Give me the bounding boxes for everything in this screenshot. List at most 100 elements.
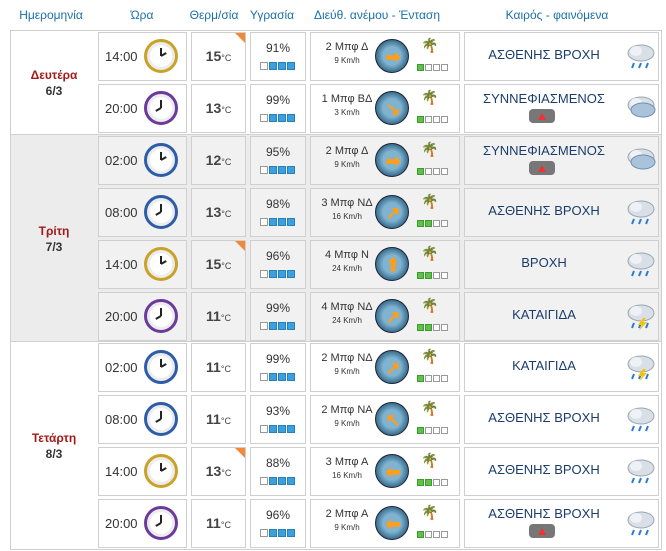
- clock-icon: [144, 39, 178, 73]
- humidity-bar: [260, 218, 295, 226]
- clock-icon: [144, 143, 178, 177]
- header-weather: Καιρός - φαινόμενα: [505, 8, 609, 22]
- wind-beaufort: 3 Μπφ Α: [325, 456, 369, 468]
- weather-condition: ΒΡΟΧΗ: [521, 255, 567, 270]
- wind-beaufort: 2 Μπφ Α: [325, 508, 369, 520]
- weather-condition: ΚΑΤΑΙΓΙΔΑ: [512, 307, 576, 322]
- wind-speed: 24 Km/h: [332, 264, 362, 273]
- wind-intensity-bar: [417, 168, 448, 175]
- humidity-bar: [260, 166, 295, 174]
- header-time: Ώρα: [130, 8, 154, 22]
- temperature-cell: 12°C: [191, 136, 246, 185]
- day-date: 8/3: [45, 447, 63, 461]
- clock-icon: [144, 350, 178, 384]
- wind-force: 3 Μπφ Α 16 Km/h: [315, 456, 379, 480]
- weather-cell: ΒΡΟΧΗ: [464, 240, 659, 289]
- wind-cell: 4 Μπφ Ν 24 Km/h ⬆ 🌴: [310, 240, 460, 289]
- humidity-bar: [260, 114, 295, 122]
- weather-cell: ΑΣΘΕΝΗΣ ΒΡΟΧΗ: [464, 32, 659, 81]
- temperature-number: 13: [205, 100, 222, 116]
- arrow-up-left-icon: ↖: [385, 409, 401, 430]
- wind-force: 2 Μπφ Α 9 Km/h: [315, 508, 379, 532]
- wind-cell: 3 Μπφ ΝΔ 16 Km/h ↗ 🌴: [310, 188, 460, 237]
- clock-icon: [144, 299, 178, 333]
- humidity-value: 99%: [265, 352, 291, 366]
- wind-intensity-bar: [417, 427, 448, 434]
- wind-speed: 9 Km/h: [334, 523, 360, 532]
- temperature-unit: °C: [221, 209, 232, 219]
- wind-cell: 2 Μπφ ΝΑ 9 Km/h ↖ 🌴: [310, 395, 460, 444]
- wind-speed: 9 Km/h: [334, 160, 360, 169]
- humidity-cell: 96%: [250, 240, 306, 289]
- weather-cell: ΑΣΘΕΝΗΣ ΒΡΟΧΗ: [464, 499, 659, 548]
- wind-force: 2 Μπφ ΝΑ 9 Km/h: [315, 404, 379, 428]
- humidity-cell: 99%: [250, 84, 306, 133]
- header-date: Ημερομηνία: [19, 8, 83, 22]
- palm-tree-icon: 🌴: [421, 193, 439, 209]
- humidity-value: 96%: [265, 508, 291, 522]
- humidity-bar: [260, 529, 295, 537]
- temperature-value: 13°C: [192, 204, 245, 220]
- wind-speed: 9 Km/h: [334, 56, 360, 65]
- thunderstorm-icon: [625, 300, 657, 332]
- temperature-cell: 11°C: [191, 395, 246, 444]
- humidity-cell: 96%: [250, 499, 306, 548]
- table-header: Ημερομηνία Ώρα Θερμ/σία Υγρασία Διεύθ. α…: [0, 0, 666, 30]
- temperature-unit: °C: [220, 364, 231, 374]
- forecast-time: 02:00: [105, 153, 138, 168]
- light-rain-icon: [625, 507, 657, 539]
- wind-beaufort: 2 Μπφ ΝΑ: [321, 404, 373, 416]
- wind-intensity-bar: [417, 375, 448, 382]
- clock-icon: [144, 247, 178, 281]
- temperature-value: 11°C: [192, 308, 245, 324]
- humidity-value: 95%: [265, 145, 291, 159]
- compass-icon: ➡: [375, 143, 409, 177]
- humidity-cell: 99%: [250, 343, 306, 392]
- arrow-left-icon: ⬅: [385, 461, 401, 482]
- forecast-time: 14:00: [105, 49, 138, 64]
- temperature-unit: °C: [220, 313, 231, 323]
- temperature-value: 15°C: [192, 48, 245, 64]
- humidity-cell: 91%: [250, 32, 306, 81]
- wind-force: 2 Μπφ Δ 9 Km/h: [315, 145, 379, 169]
- wind-beaufort: 4 Μπφ ΝΔ: [321, 301, 373, 313]
- temperature-number: 11: [206, 515, 221, 531]
- arrow-up-right-icon: ↗: [385, 306, 401, 327]
- forecast-time: 08:00: [105, 205, 138, 220]
- palm-tree-icon: 🌴: [421, 348, 439, 364]
- wind-speed: 16 Km/h: [332, 212, 362, 221]
- forecast-time: 14:00: [105, 257, 138, 272]
- humidity-bar: [260, 425, 295, 433]
- wind-force: 3 Μπφ ΝΔ 16 Km/h: [315, 197, 379, 221]
- arrow-up-icon: ⬆: [385, 254, 401, 275]
- temperature-unit: °C: [221, 468, 232, 478]
- humidity-cell: 98%: [250, 188, 306, 237]
- forecast-time: 14:00: [105, 464, 138, 479]
- weather-cell: ΑΣΘΕΝΗΣ ΒΡΟΧΗ: [464, 188, 659, 237]
- temperature-cell: 13°C: [191, 447, 246, 496]
- time-cell: 20:00: [98, 499, 187, 548]
- humidity-value: 96%: [265, 249, 291, 263]
- max-temp-marker-icon: [235, 448, 245, 458]
- day-name: Τρίτη: [38, 224, 70, 238]
- weather-condition: ΑΣΘΕΝΗΣ ΒΡΟΧΗ: [488, 506, 600, 521]
- temperature-value: 11°C: [192, 515, 245, 531]
- temperature-value: 15°C: [192, 256, 245, 272]
- temperature-value: 11°C: [192, 359, 245, 375]
- humidity-bar: [260, 322, 295, 330]
- temperature-number: 15: [205, 256, 222, 272]
- wind-speed: 24 Km/h: [332, 316, 362, 325]
- time-cell: 08:00: [98, 188, 187, 237]
- wind-speed: 16 Km/h: [332, 471, 362, 480]
- cloudy-icon: [625, 92, 657, 124]
- temperature-value: 13°C: [192, 100, 245, 116]
- compass-icon: ↗: [375, 195, 409, 229]
- wind-force: 4 Μπφ Ν 24 Km/h: [315, 249, 379, 273]
- wind-beaufort: 1 Μπφ ΒΔ: [321, 93, 373, 105]
- compass-icon: ⬅: [375, 506, 409, 540]
- day-label: Δευτέρα 6/3: [13, 67, 95, 99]
- weather-condition: ΚΑΤΑΙΓΙΔΑ: [512, 358, 576, 373]
- weather-condition: ΣΥΝΝΕΦΙΑΣΜΕΝΟΣ: [483, 143, 605, 158]
- arrow-up-right-icon: ↗: [385, 202, 401, 223]
- humidity-cell: 99%: [250, 292, 306, 341]
